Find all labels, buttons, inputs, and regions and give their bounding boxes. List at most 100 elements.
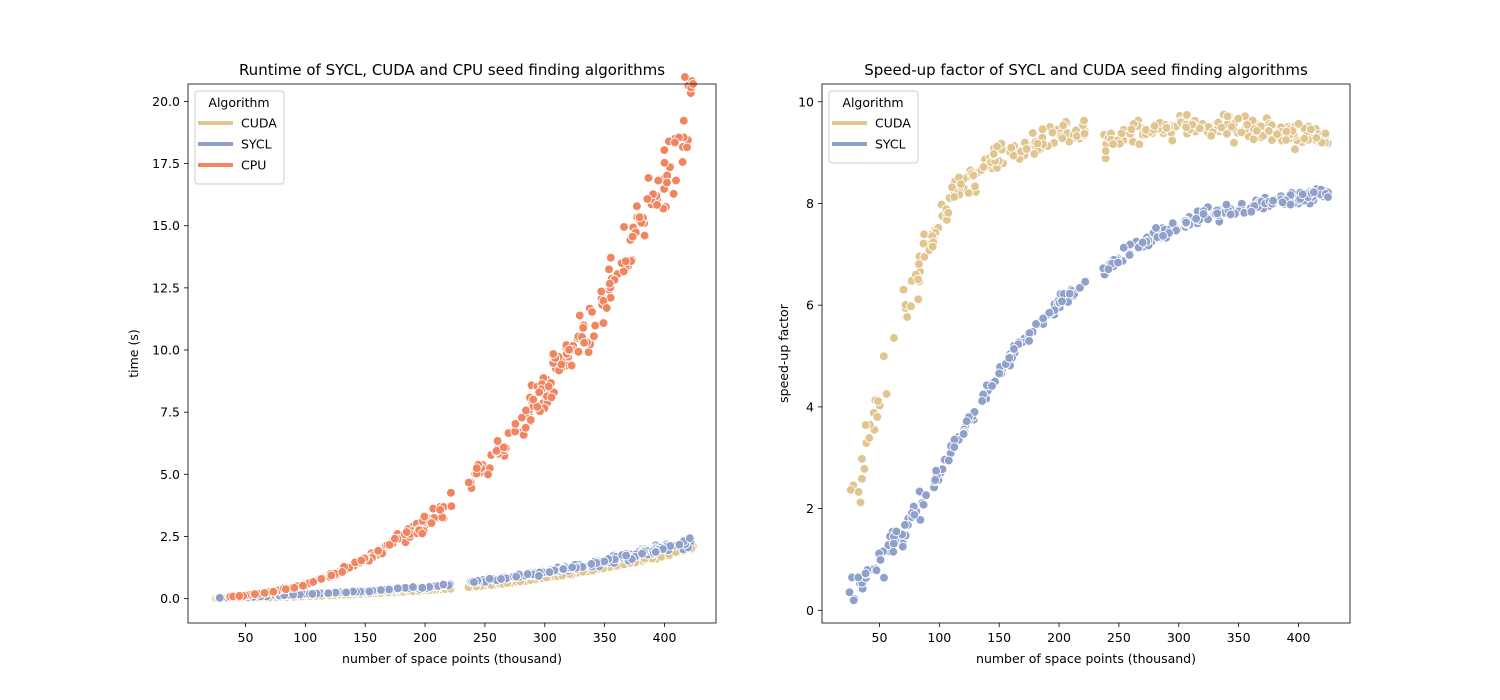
data-point — [1079, 128, 1090, 139]
data-point — [579, 337, 589, 348]
data-point — [1191, 213, 1201, 224]
x-tick-label: 200 — [1047, 630, 1071, 645]
data-point — [1151, 223, 1161, 233]
data-point — [1320, 128, 1331, 139]
x-tick-label: 150 — [353, 630, 377, 645]
data-point — [684, 533, 695, 544]
data-point — [900, 520, 910, 530]
data-point — [214, 592, 225, 603]
y-tick-label: 6 — [806, 298, 814, 313]
data-point — [639, 230, 650, 241]
data-point — [599, 556, 610, 567]
x-tick-label: 50 — [238, 630, 254, 645]
data-point — [988, 149, 999, 159]
data-point — [909, 509, 920, 520]
data-point — [498, 442, 509, 453]
y-tick-label: 2.5 — [160, 529, 180, 544]
data-point — [1124, 250, 1135, 260]
data-point — [496, 574, 506, 584]
data-point — [1181, 122, 1191, 133]
data-point — [1246, 206, 1257, 217]
data-point — [643, 173, 654, 183]
data-point — [1263, 126, 1274, 136]
data-point — [913, 294, 924, 305]
data-point — [1057, 296, 1067, 307]
data-point — [384, 584, 394, 595]
data-point — [1206, 131, 1216, 141]
data-point — [1158, 230, 1168, 241]
data-point — [1323, 192, 1333, 202]
data-point — [659, 157, 670, 168]
legend-box — [194, 90, 285, 185]
axes-frame — [821, 83, 1351, 624]
data-point — [1118, 242, 1129, 253]
data-point — [1299, 133, 1310, 144]
data-point — [872, 412, 883, 422]
data-point — [1311, 133, 1322, 143]
data-point — [1236, 127, 1247, 138]
data-point — [898, 284, 909, 295]
data-point — [1161, 123, 1172, 133]
data-point — [268, 586, 279, 597]
y-tick-label: 10.0 — [152, 343, 180, 358]
data-point — [848, 595, 859, 606]
data-point — [978, 162, 989, 172]
data-point — [864, 433, 875, 443]
data-point — [1149, 121, 1160, 131]
data-point — [1309, 187, 1319, 198]
data-point — [341, 587, 352, 598]
data-point — [250, 589, 260, 599]
data-point — [977, 396, 987, 406]
data-point — [1222, 128, 1232, 139]
y-axis-label: time (s) — [126, 329, 141, 377]
data-point — [337, 567, 348, 577]
data-point — [589, 331, 599, 342]
data-point — [1103, 264, 1114, 275]
data-point — [860, 420, 871, 430]
data-point — [1293, 118, 1304, 129]
data-point — [534, 387, 545, 398]
data-point — [417, 582, 428, 593]
y-tick-label: 10 — [798, 94, 814, 109]
legend-title: Algorithm — [208, 95, 269, 110]
data-point — [642, 194, 653, 204]
data-point — [961, 416, 972, 427]
data-point — [919, 229, 929, 240]
data-point — [670, 137, 680, 148]
data-point — [308, 577, 319, 587]
data-point — [307, 589, 318, 599]
data-point — [373, 545, 384, 556]
series-sycl — [844, 184, 1333, 606]
data-point — [619, 222, 629, 232]
data-point — [259, 588, 270, 598]
data-point — [680, 72, 690, 82]
data-point — [918, 499, 929, 510]
y-tick-label: 12.5 — [152, 280, 180, 295]
data-point — [1116, 128, 1127, 139]
x-tick-label: 250 — [1107, 630, 1131, 645]
data-point — [564, 344, 574, 355]
data-point — [1281, 135, 1291, 145]
axes-frame — [187, 83, 717, 624]
chart-panel-1: Runtime of SYCL, CUDA and CPU seed findi… — [126, 61, 717, 666]
scatter-points — [844, 109, 1334, 606]
data-point — [1277, 197, 1288, 208]
data-point — [1248, 134, 1259, 145]
data-point — [463, 477, 474, 488]
data-point — [573, 346, 584, 357]
data-point — [1251, 125, 1262, 136]
data-point — [897, 541, 908, 552]
data-point — [520, 422, 531, 433]
chart-panel-2: Speed-up factor of SYCL and CUDA seed fi… — [776, 61, 1351, 666]
x-tick-label: 400 — [653, 630, 677, 645]
data-point — [1134, 139, 1145, 150]
data-point — [1044, 307, 1055, 318]
data-point — [678, 115, 689, 126]
x-tick-label: 100 — [927, 630, 951, 645]
data-point — [1290, 144, 1300, 155]
data-point — [632, 201, 642, 212]
legend-title: Algorithm — [842, 95, 903, 110]
data-point — [637, 548, 647, 559]
data-point — [1306, 124, 1316, 135]
